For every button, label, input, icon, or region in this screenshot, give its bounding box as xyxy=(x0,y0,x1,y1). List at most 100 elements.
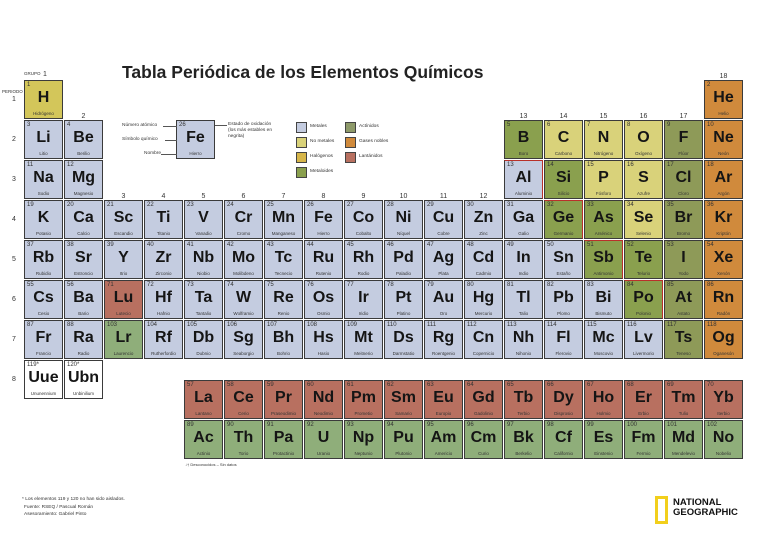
atomic-number: 20 xyxy=(67,202,74,208)
element-cell-u: 92 U Uranio xyxy=(304,420,343,459)
national-geographic-logo-icon xyxy=(655,496,668,524)
element-cell-v: 23 V Vanadio xyxy=(184,200,223,239)
element-cell-be: 4 Be Berilio xyxy=(64,120,103,159)
atomic-number: 89 xyxy=(187,422,194,428)
element-cell-po: 84 Po Polonio xyxy=(624,280,663,319)
element-cell-sn: 50 Sn Estaño xyxy=(544,240,583,279)
legend-swatch xyxy=(345,122,356,133)
element-cell-bk: 97 Bk Berkelio xyxy=(504,420,543,459)
atomic-number: 113 xyxy=(507,322,517,328)
element-name: Potasio xyxy=(35,231,51,236)
element-symbol: Rh xyxy=(352,249,375,266)
element-cell-te: 52 Te Telurio xyxy=(624,240,663,279)
atomic-number: 118 xyxy=(707,322,717,328)
atomic-number: 91 xyxy=(267,422,274,428)
atomic-number: 63 xyxy=(427,382,434,388)
atomic-number: 120* xyxy=(67,362,80,368)
atomic-number: 37 xyxy=(27,242,34,248)
element-symbol: Mg xyxy=(71,169,96,186)
element-symbol: Ac xyxy=(193,429,214,446)
element-name: Erbio xyxy=(638,411,649,416)
atomic-number: 43 xyxy=(267,242,274,248)
element-symbol: Ba xyxy=(73,289,94,306)
element-name: Californio xyxy=(553,451,573,456)
element-symbol: At xyxy=(675,289,692,306)
element-cell-si: 14 Si Silicio xyxy=(544,160,583,199)
element-name: Hierro xyxy=(317,231,330,236)
element-symbol: Ga xyxy=(512,209,535,226)
element-symbol: Er xyxy=(635,389,652,406)
atomic-number: 81 xyxy=(507,282,514,288)
atomic-number: 71 xyxy=(107,282,114,288)
element-name: Hidrógeno xyxy=(33,111,54,116)
element-cell-mc: 115 Mc Moscovio xyxy=(584,320,623,359)
element-symbol: Xe xyxy=(713,249,734,266)
element-name: Cromo xyxy=(236,231,251,236)
element-symbol: Ce xyxy=(233,389,254,406)
element-name: Torio xyxy=(238,451,249,456)
element-cell-ubn: 120* Ubn Unbinilium xyxy=(64,360,103,399)
element-name: Gadolinio xyxy=(473,411,493,416)
element-cell-pm: 61 Pm Prometio xyxy=(344,380,383,419)
element-cell-b: 5 B Boro xyxy=(504,120,543,159)
element-cell-rn: 86 Rn Radón xyxy=(704,280,743,319)
element-cell-ta: 73 Ta Tantalio xyxy=(184,280,223,319)
element-symbol: Lv xyxy=(634,329,653,346)
element-cell-s: 16 S Azufre xyxy=(624,160,663,199)
period-number: 4 xyxy=(12,216,16,223)
element-name: Paladio xyxy=(395,271,411,276)
element-cell-as: 33 As Arsénico xyxy=(584,200,623,239)
element-name: Unbinilium xyxy=(72,391,94,396)
fblock-note: ↓† Desconocidos – Sin datos xyxy=(185,462,237,467)
group-label: GRUPO xyxy=(24,71,41,76)
element-symbol: Bk xyxy=(513,429,534,446)
element-cell-am: 95 Am Americio xyxy=(424,420,463,459)
group-number: 4 xyxy=(161,193,166,200)
element-name: Fermio xyxy=(636,451,651,456)
element-name: Cloro xyxy=(678,191,689,196)
legend-swatch xyxy=(296,152,307,163)
atomic-number: 75 xyxy=(267,282,274,288)
element-cell-np: 93 Np Neptunio xyxy=(344,420,383,459)
element-name: Galio xyxy=(518,231,529,236)
element-symbol: Kr xyxy=(714,209,733,226)
element-name: Zinc xyxy=(479,231,488,236)
element-name: Carbono xyxy=(554,151,573,156)
atomic-number: 10 xyxy=(707,122,714,128)
element-cell-ac: 89 Ac Actinio xyxy=(184,420,223,459)
element-name: Protactinio xyxy=(272,451,295,456)
element-cell-db: 105 Db Dubnio xyxy=(184,320,223,359)
element-cell-k: 19 K Potasio xyxy=(24,200,63,239)
element-cell-ru: 44 Ru Rutenio xyxy=(304,240,343,279)
element-name: Neodimio xyxy=(313,411,333,416)
atomic-number: 36 xyxy=(707,202,714,208)
atomic-number: 82 xyxy=(547,282,554,288)
element-symbol: Og xyxy=(712,329,735,346)
period-number: 8 xyxy=(12,376,16,383)
element-name: Berkelio xyxy=(515,451,532,456)
group-number: 16 xyxy=(639,113,648,120)
element-name: Uranio xyxy=(316,451,331,456)
element-symbol: Nd xyxy=(312,389,335,406)
element-name: Estroncio xyxy=(74,271,93,276)
atomic-number: 99 xyxy=(587,422,594,428)
element-symbol: Br xyxy=(674,209,693,226)
legend-label: Gases nobles xyxy=(359,139,389,144)
element-symbol: Cl xyxy=(675,169,692,186)
element-cell-fr: 87 Fr Francio xyxy=(24,320,63,359)
period-number: 7 xyxy=(12,336,16,343)
element-symbol: H xyxy=(37,89,50,106)
element-symbol: Rf xyxy=(155,329,172,346)
element-name: Nobelio xyxy=(715,451,732,456)
period-number: 5 xyxy=(12,256,16,263)
element-cell-th: 90 Th Torio xyxy=(224,420,263,459)
element-symbol: Cu xyxy=(432,209,455,226)
legend-swatch xyxy=(296,167,307,178)
element-cell-sr: 38 Sr Estroncio xyxy=(64,240,103,279)
atomic-number: 107 xyxy=(267,322,278,328)
atomic-number: 39 xyxy=(107,242,114,248)
element-cell-nb: 41 Nb Niobio xyxy=(184,240,223,279)
element-cell-kr: 36 Kr Kriptón xyxy=(704,200,743,239)
element-name: Terbio xyxy=(517,411,530,416)
